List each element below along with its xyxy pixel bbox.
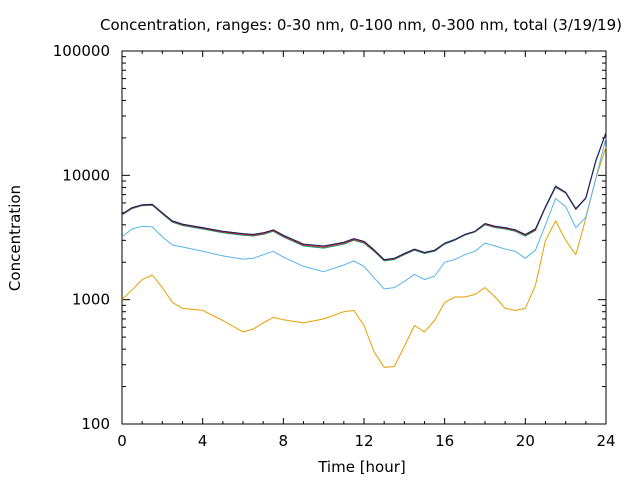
series-line-5	[121, 132, 607, 261]
x-tick-label: 4	[198, 432, 208, 450]
series-lines	[121, 132, 607, 368]
x-tick-label: 12	[354, 432, 373, 450]
x-tick-label: 24	[596, 432, 615, 450]
series-line-1	[121, 146, 607, 368]
y-tick-label: 100000	[53, 42, 110, 60]
x-tick-label: 20	[516, 432, 535, 450]
series-line-3	[121, 132, 607, 262]
y-tick-label: 100	[81, 415, 110, 433]
y-axis-label: Concentration	[6, 185, 24, 291]
plot-frame	[121, 50, 607, 425]
x-axis-label: Time [hour]	[317, 458, 406, 476]
x-tick-label: 16	[435, 432, 454, 450]
chart-title: Concentration, ranges: 0-30 nm, 0-100 nm…	[100, 16, 622, 34]
axis-ticks	[121, 50, 607, 425]
x-tick-label: 0	[117, 432, 127, 450]
series-line-2	[121, 137, 607, 290]
y-tick-label: 10000	[62, 166, 110, 184]
x-tick-label: 8	[279, 432, 289, 450]
y-tick-label: 1000	[72, 291, 110, 309]
axis-tick-labels: 0 4 8 12 16 20 24 100 1000 10000 100000	[53, 42, 616, 450]
